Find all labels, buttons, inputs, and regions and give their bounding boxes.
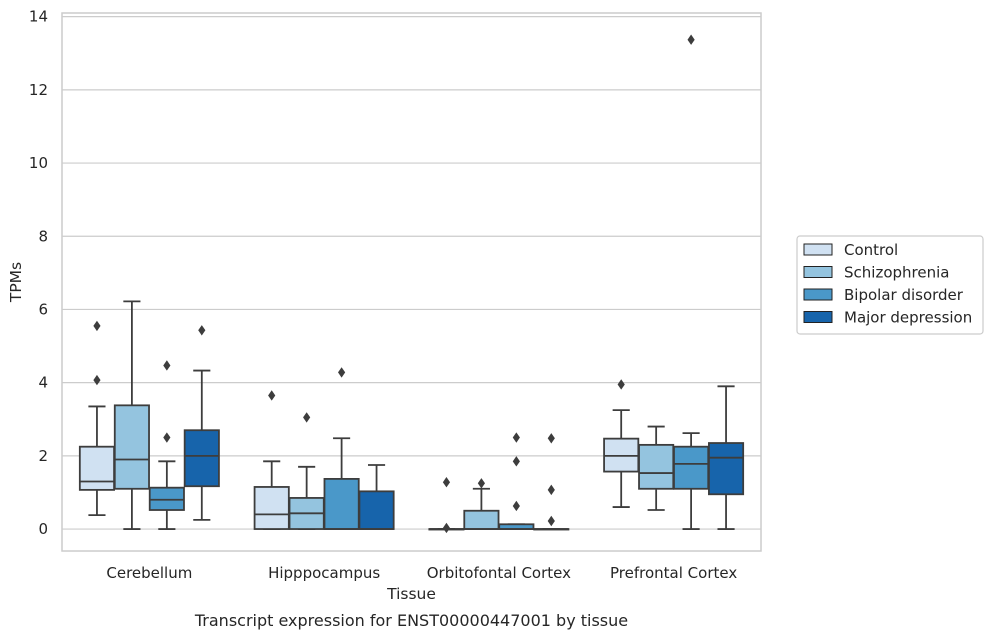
box-body [78,445,115,491]
box-bipolar-disorder [148,360,185,530]
outlier-marker [268,390,276,401]
box-major-depression [533,433,570,531]
legend-swatch [803,288,833,301]
y-tick-label: 8 [38,227,48,245]
legend-swatch [803,311,833,323]
y-tick-label: 12 [29,81,48,99]
legend-label: Major depression [844,309,972,327]
outlier-marker [198,325,206,336]
box-bipolar-disorder [498,432,535,530]
outlier-marker [303,412,311,423]
box-schizophrenia [288,412,325,530]
outlier-marker [442,522,451,534]
box-major-depression [358,464,395,530]
outlier-marker [163,360,171,371]
outlier-marker [512,456,520,467]
outlier-marker [477,478,485,489]
x-tick-label: Cerebellum [106,564,192,582]
outlier-marker [687,34,695,45]
box-major-depression [183,325,220,521]
box-body [148,486,185,511]
legend-frame [796,235,984,335]
box-body [673,445,710,490]
box-bipolar-disorder [673,34,710,530]
outlier-marker [617,379,625,390]
legend-label: Bipolar disorder [844,286,964,304]
y-tick-label: 0 [38,520,48,538]
boxes-layer [78,34,745,534]
chart-caption: Transcript expression for ENST0000044700… [194,611,628,630]
legend-label: Schizophrenia [844,264,949,282]
box-body [183,429,220,488]
box-control [603,379,640,508]
x-tick-label: Prefrontal Cortex [610,564,737,582]
y-tick-label: 6 [38,300,48,318]
outlier-marker [442,476,451,488]
box-body [638,443,675,490]
box-bipolar-disorder [323,367,360,530]
outlier-marker [163,432,171,443]
x-axis: Cerebellum Hipppocampus Orbitofontal Corte… [106,564,737,582]
box-schizophrenia [113,300,150,530]
box-major-depression [708,385,745,530]
outlier-marker [93,374,101,386]
y-tick-label: 4 [38,374,48,392]
outlier-marker [93,320,101,332]
y-tick-label: 14 [29,8,48,26]
box-schizophrenia [638,425,675,511]
box-body [323,478,360,530]
legend: Control Schizophrenia Bipolar disorder Majo… [796,235,984,335]
box-control [253,390,290,530]
box-control [428,476,465,534]
outlier-marker [512,432,520,443]
x-tick-label: Orbitofontal Cortex [427,564,571,582]
x-tick-label: Hipppocampus [268,564,380,582]
y-tick-label: 2 [38,447,48,465]
outlier-marker [547,484,555,496]
box-body [708,442,745,496]
box-control [78,320,115,517]
box-body [253,486,290,530]
box-body [463,509,500,530]
outlier-marker [547,433,555,444]
legend-swatch [803,266,833,278]
outlier-marker [547,515,555,527]
box-body [113,404,150,490]
plot-area [61,12,762,552]
outlier-marker [512,500,520,512]
legend-swatch [803,243,833,256]
outlier-marker [338,367,346,378]
box-body [358,490,395,530]
y-tick-label: 10 [29,154,48,172]
x-axis-label: Tissue [386,585,436,603]
box-schizophrenia [463,478,500,530]
legend-label: Control [844,241,898,259]
y-axis-label: TPMs [7,262,25,303]
grid-lines [62,16,761,530]
y-axis: 0 2 4 6 8 10 12 14 [29,8,48,538]
